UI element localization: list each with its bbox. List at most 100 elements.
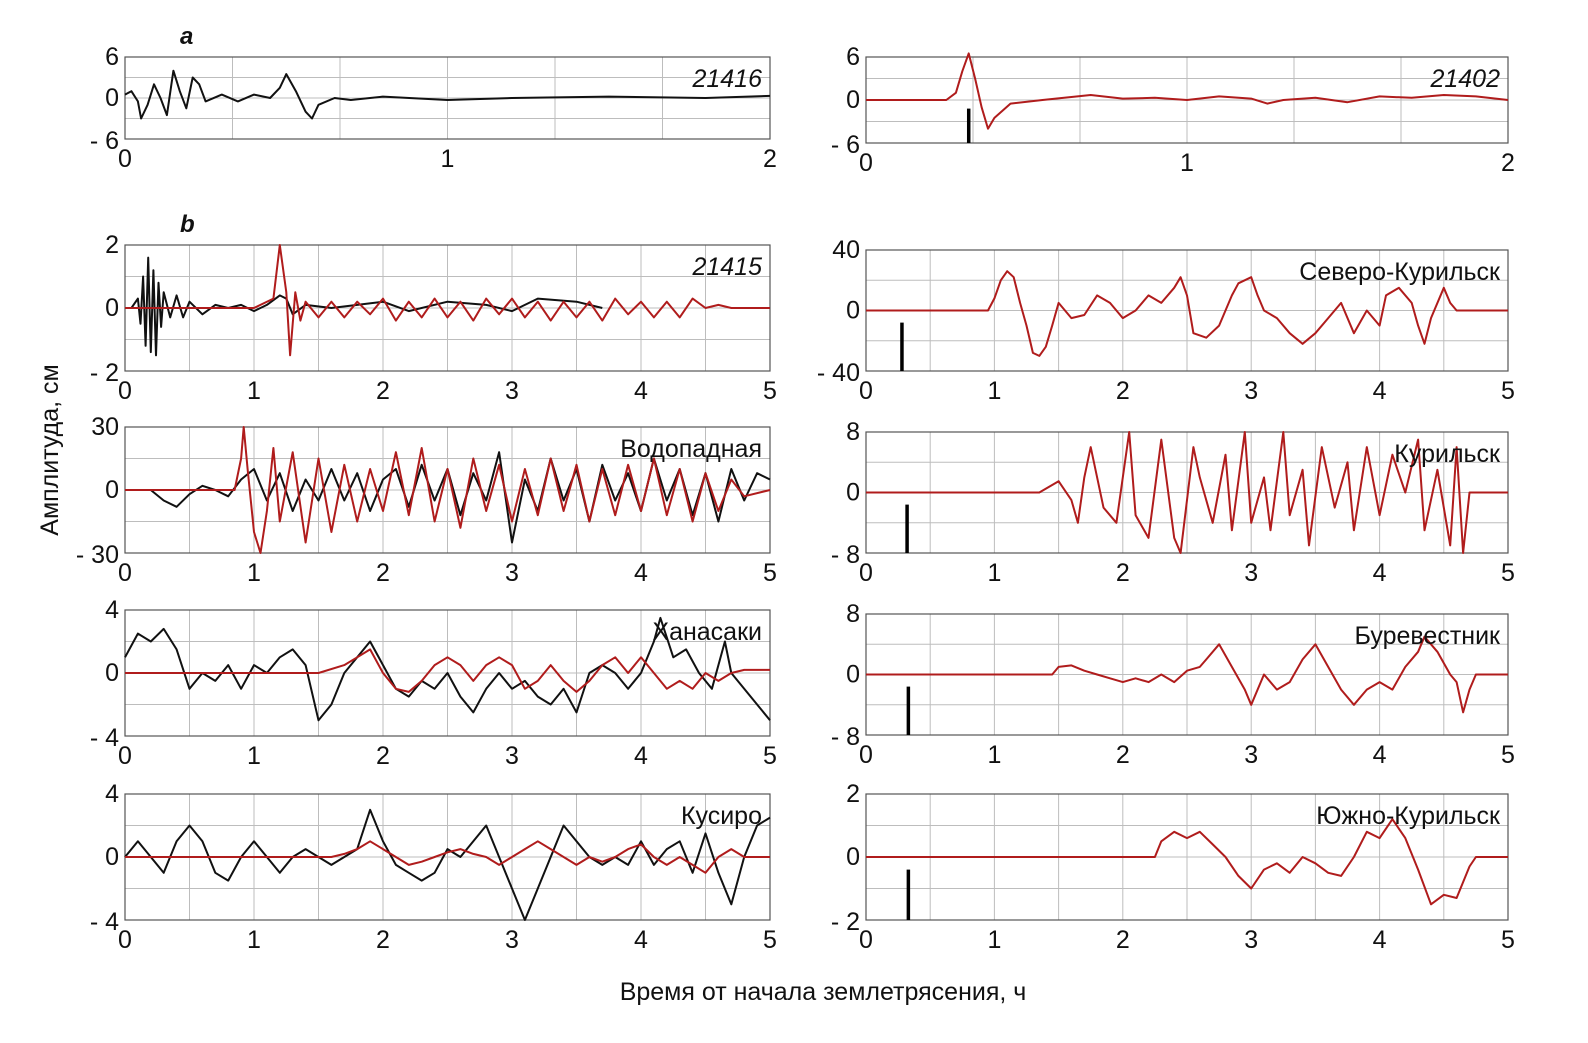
y-tick-label: - 2	[831, 908, 860, 936]
x-tick-label: 2	[376, 559, 390, 587]
x-tick-label: 0	[859, 741, 873, 769]
x-tick-label: 0	[118, 559, 132, 587]
y-tick-label: 6	[105, 43, 119, 71]
x-tick-label: 2	[376, 377, 390, 405]
x-tick-label: 3	[505, 742, 519, 770]
station-title: 21402	[1429, 65, 1500, 93]
station-title: Буревестник	[1355, 622, 1502, 650]
x-tick-label: 3	[1244, 926, 1258, 954]
x-tick-label: 5	[1501, 926, 1515, 954]
station-title: Водопадная	[620, 435, 762, 463]
x-tick-label: 2	[376, 926, 390, 954]
modeled-series-line	[125, 244, 770, 357]
station-title: Кусиро	[681, 802, 762, 830]
x-tick-label: 4	[1373, 377, 1387, 405]
y-tick-label: 4	[105, 780, 119, 808]
x-tick-label: 0	[118, 926, 132, 954]
x-tick-label: 0	[118, 377, 132, 405]
y-tick-label: - 30	[76, 541, 119, 569]
y-tick-label: 0	[105, 294, 119, 322]
x-tick-label: 1	[247, 559, 261, 587]
y-tick-label: 0	[105, 476, 119, 504]
x-tick-label: 1	[441, 145, 455, 173]
x-tick-label: 4	[634, 926, 648, 954]
x-tick-label: 0	[859, 377, 873, 405]
x-tick-label: 0	[859, 149, 873, 177]
y-tick-label: 40	[832, 236, 860, 264]
y-tick-label: - 6	[90, 127, 119, 155]
x-tick-label: 0	[118, 742, 132, 770]
modeled-series-line	[125, 426, 771, 554]
modeled-series-line	[866, 818, 1508, 906]
y-tick-label: 0	[105, 84, 119, 112]
y-tick-label: 4	[105, 596, 119, 624]
x-tick-label: 1	[987, 559, 1001, 587]
x-tick-label: 4	[634, 742, 648, 770]
y-tick-label: 2	[846, 780, 860, 808]
y-tick-label: 2	[105, 231, 119, 259]
observed-series-line	[124, 616, 771, 722]
x-tick-label: 0	[859, 559, 873, 587]
x-tick-label: 5	[763, 377, 777, 405]
y-tick-label: 8	[846, 600, 860, 628]
modeled-series-line	[866, 431, 1508, 554]
y-tick-label: 0	[105, 843, 119, 871]
y-tick-label: 0	[846, 661, 860, 689]
x-tick-label: 1	[247, 926, 261, 954]
x-tick-label: 3	[1244, 559, 1258, 587]
y-tick-label: 0	[846, 297, 860, 325]
x-tick-label: 5	[1501, 559, 1515, 587]
y-tick-label: - 2	[90, 359, 119, 387]
x-tick-label: 1	[987, 741, 1001, 769]
x-tick-label: 5	[763, 742, 777, 770]
station-title: Северо-Курильск	[1299, 258, 1501, 286]
y-tick-label: - 8	[831, 541, 860, 569]
station-title: Курильск	[1394, 440, 1501, 468]
y-tick-label: 0	[846, 843, 860, 871]
x-tick-label: 5	[1501, 377, 1515, 405]
x-tick-label: 2	[1116, 377, 1130, 405]
x-tick-label: 4	[634, 377, 648, 405]
panel-label-a: a	[180, 23, 193, 50]
x-tick-label: 2	[1116, 559, 1130, 587]
x-tick-label: 2	[1116, 926, 1130, 954]
x-tick-label: 5	[763, 559, 777, 587]
y-tick-label: - 4	[90, 724, 119, 752]
station-title: Ханасаки	[652, 618, 762, 646]
station-title: 21416	[691, 65, 762, 93]
x-tick-label: 1	[1180, 149, 1194, 177]
y-tick-label: 0	[105, 659, 119, 687]
x-tick-label: 0	[118, 145, 132, 173]
x-tick-label: 1	[247, 742, 261, 770]
x-tick-label: 3	[505, 559, 519, 587]
y-tick-label: - 6	[831, 131, 860, 159]
observed-series-line	[124, 69, 771, 120]
station-title: Южно-Курильск	[1316, 802, 1501, 830]
modeled-series-line	[866, 52, 1509, 130]
y-tick-label: - 40	[817, 359, 860, 387]
modeled-series-line	[866, 270, 1508, 357]
x-tick-label: 2	[376, 742, 390, 770]
observed-series-line	[150, 451, 771, 544]
x-axis-label: Время от начала землетрясения, ч	[620, 978, 1027, 1006]
x-tick-label: 3	[1244, 377, 1258, 405]
x-tick-label: 5	[763, 926, 777, 954]
modeled-series-line	[125, 648, 770, 693]
y-tick-label: 6	[846, 43, 860, 71]
y-tick-label: - 4	[90, 908, 119, 936]
x-tick-label: 3	[505, 926, 519, 954]
modeled-series-line	[125, 840, 770, 874]
observed-series-line	[124, 808, 771, 921]
y-tick-label: 0	[846, 479, 860, 507]
x-tick-label: 2	[763, 145, 777, 173]
